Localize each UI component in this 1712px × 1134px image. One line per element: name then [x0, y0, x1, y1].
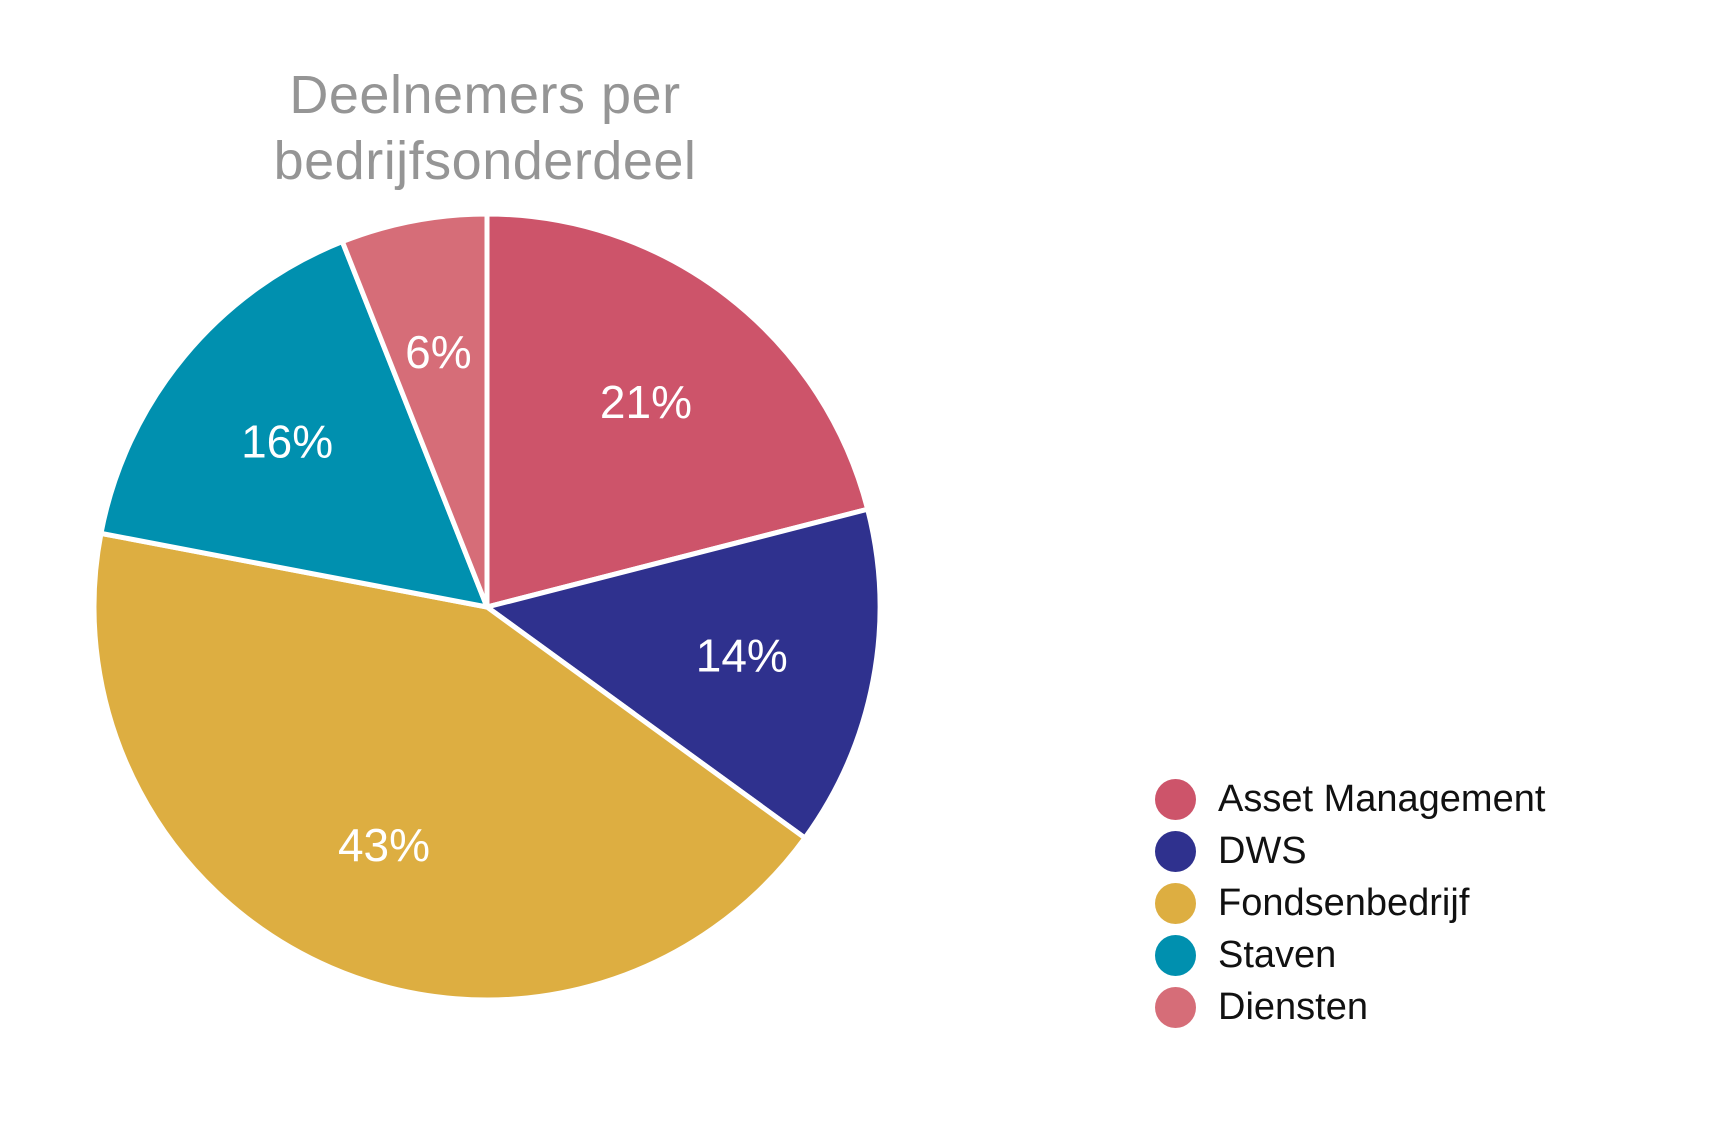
legend: Asset Management DWS Fondsenbedrijf Stav… — [1155, 773, 1545, 1033]
slice-label-fondsenbedrijf: 43% — [338, 819, 430, 871]
legend-item-asset-management: Asset Management — [1155, 773, 1545, 825]
legend-swatch — [1155, 830, 1196, 872]
pie-slice-fondsenbedrijf — [91, 530, 808, 1003]
legend-item-diensten: Diensten — [1155, 981, 1545, 1033]
legend-item-dws: DWS — [1155, 825, 1545, 877]
legend-swatch — [1155, 986, 1196, 1028]
legend-swatch — [1155, 882, 1196, 924]
pie-slice-asset-management — [484, 211, 871, 610]
legend-swatch — [1155, 934, 1196, 976]
pie-slice-staven — [98, 239, 490, 610]
pie-labels: 21% 14% 43% 16% 6% — [241, 326, 788, 871]
pie-slices — [91, 211, 883, 1003]
slice-label-diensten: 6% — [405, 326, 471, 378]
legend-item-staven: Staven — [1155, 929, 1545, 981]
pie-slice-diensten — [339, 211, 490, 610]
legend-label: Staven — [1218, 933, 1337, 976]
pie-slice-dws — [484, 506, 883, 841]
legend-item-fondsenbedrijf: Fondsenbedrijf — [1155, 877, 1545, 929]
legend-label: DWS — [1218, 829, 1307, 872]
legend-label: Diensten — [1218, 985, 1368, 1028]
legend-swatch — [1155, 778, 1196, 820]
slice-label-dws: 14% — [696, 630, 788, 682]
chart-title: Deelnemers per bedrijfsonderdeel — [200, 62, 770, 194]
legend-label: Fondsenbedrijf — [1218, 881, 1470, 924]
chart-title-line-2: bedrijfsonderdeel — [273, 131, 697, 191]
slice-label-staven: 16% — [241, 416, 333, 468]
slice-label-asset-management: 21% — [600, 376, 692, 428]
legend-label: Asset Management — [1218, 777, 1546, 820]
chart-title-line-1: Deelnemers per — [289, 65, 681, 125]
